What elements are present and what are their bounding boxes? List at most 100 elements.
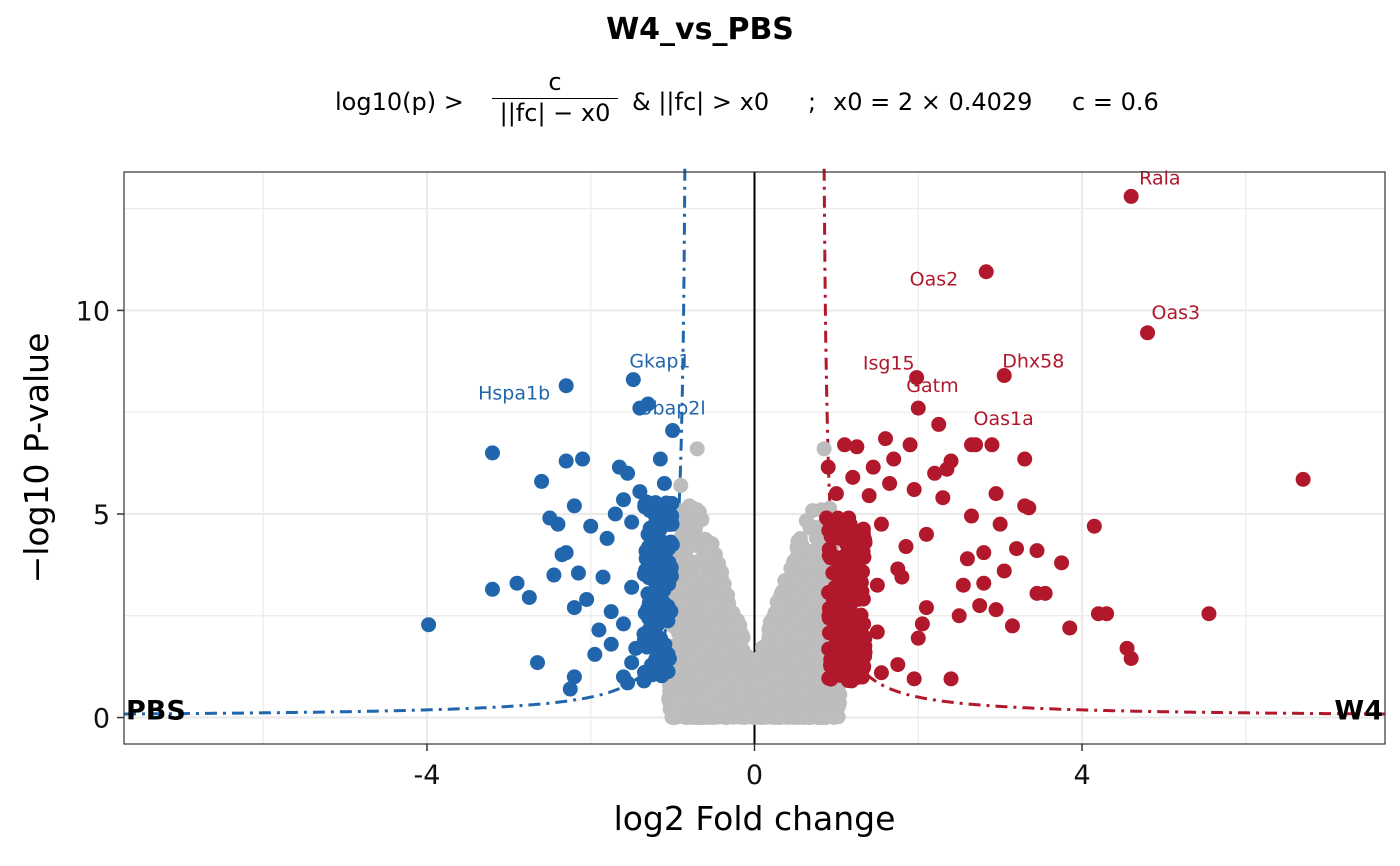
gene-label-oas2: Oas2 xyxy=(910,269,959,291)
point-down xyxy=(616,669,631,684)
subtitle-c: c = 0.6 xyxy=(1072,88,1159,116)
point-down xyxy=(559,454,574,469)
point-up xyxy=(842,667,857,682)
ns-point xyxy=(673,478,688,493)
ns-point xyxy=(703,699,718,714)
ns-point xyxy=(775,585,790,600)
ns-point xyxy=(735,655,750,670)
point-up xyxy=(972,598,987,613)
point-down xyxy=(664,512,679,527)
point-down xyxy=(604,637,619,652)
point-up xyxy=(944,671,959,686)
gene-label-rala: Rala xyxy=(1139,167,1180,189)
point-down xyxy=(653,452,668,467)
point-down xyxy=(620,466,635,481)
point-up-labeled xyxy=(1124,189,1139,204)
ns-point xyxy=(770,688,785,703)
point-up xyxy=(976,545,991,560)
point-up xyxy=(1120,641,1135,656)
point-down xyxy=(550,517,565,532)
gene-label-isg15: Isg15 xyxy=(863,353,915,375)
ns-point xyxy=(754,676,769,691)
point-down xyxy=(591,623,606,638)
y-axis-label: −log10 P-value xyxy=(17,333,56,584)
point-down xyxy=(522,590,537,605)
point-down xyxy=(648,528,663,543)
point-down xyxy=(530,655,545,670)
point-up xyxy=(845,470,860,485)
ns-point xyxy=(682,606,697,621)
point-down xyxy=(624,580,639,595)
point-down xyxy=(567,669,582,684)
ns-point xyxy=(711,631,726,646)
point-up xyxy=(1029,543,1044,558)
point-down xyxy=(624,655,639,670)
point-down xyxy=(657,476,672,491)
subtitle-and-clause: & ||fc| > x0 xyxy=(632,88,769,116)
ns-point xyxy=(699,542,714,557)
ns-point xyxy=(681,672,696,687)
point-up xyxy=(829,486,844,501)
point-up xyxy=(878,431,893,446)
point-up xyxy=(827,580,842,595)
point-down xyxy=(421,617,436,632)
gene-label-hspa1b: Hspa1b xyxy=(478,383,550,405)
point-up xyxy=(976,576,991,591)
point-up xyxy=(1009,541,1024,556)
subtitle-denominator: ||fc| − x0 xyxy=(492,98,618,127)
point-up xyxy=(960,551,975,566)
ns-point xyxy=(810,710,825,725)
y-tick-label: 0 xyxy=(93,704,110,735)
gene-label-oas3: Oas3 xyxy=(1152,302,1201,324)
point-up xyxy=(866,460,881,475)
point-down xyxy=(659,496,674,511)
point-up xyxy=(911,631,926,646)
ns-point xyxy=(743,707,758,722)
point-down xyxy=(534,474,549,489)
ns-point xyxy=(790,540,805,555)
point-down xyxy=(583,519,598,534)
point-down xyxy=(546,568,561,583)
point-down xyxy=(624,515,639,530)
point-down xyxy=(510,576,525,591)
point-up xyxy=(821,460,836,475)
ns-point xyxy=(768,668,783,683)
point-up xyxy=(1062,620,1077,635)
point-up xyxy=(984,437,999,452)
point-up xyxy=(882,476,897,491)
point-up xyxy=(823,657,838,672)
point-up xyxy=(1087,519,1102,534)
point-down xyxy=(639,640,654,655)
ns-point xyxy=(792,710,807,725)
point-up xyxy=(993,517,1008,532)
ns-point xyxy=(797,554,812,569)
point-down xyxy=(608,506,623,521)
gene-label-gatm: Gatm xyxy=(906,375,958,397)
point-up xyxy=(843,608,858,623)
point-down-labeled xyxy=(559,378,574,393)
ns-point xyxy=(690,441,705,456)
point-up xyxy=(1099,606,1114,621)
point-up xyxy=(870,578,885,593)
ns-point xyxy=(815,697,830,712)
point-up xyxy=(829,530,844,545)
y-tick-label: 5 xyxy=(93,500,110,531)
point-up xyxy=(827,601,842,616)
subtitle-lhs: log10(p) > xyxy=(335,88,464,116)
ns-point xyxy=(807,598,822,613)
point-up xyxy=(997,563,1012,578)
point-down xyxy=(642,622,657,637)
point-up xyxy=(989,486,1004,501)
point-down xyxy=(657,637,672,652)
subtitle-x0: x0 = 2 × 0.4029 xyxy=(833,88,1032,116)
ns-point xyxy=(679,697,694,712)
point-down xyxy=(571,566,586,581)
subtitle-numerator: c xyxy=(492,68,618,96)
ns-point xyxy=(805,503,820,518)
point-down xyxy=(575,452,590,467)
point-up xyxy=(915,616,930,631)
point-up xyxy=(919,600,934,615)
point-down-labeled xyxy=(626,372,641,387)
point-down xyxy=(600,531,615,546)
ns-point xyxy=(716,676,731,691)
